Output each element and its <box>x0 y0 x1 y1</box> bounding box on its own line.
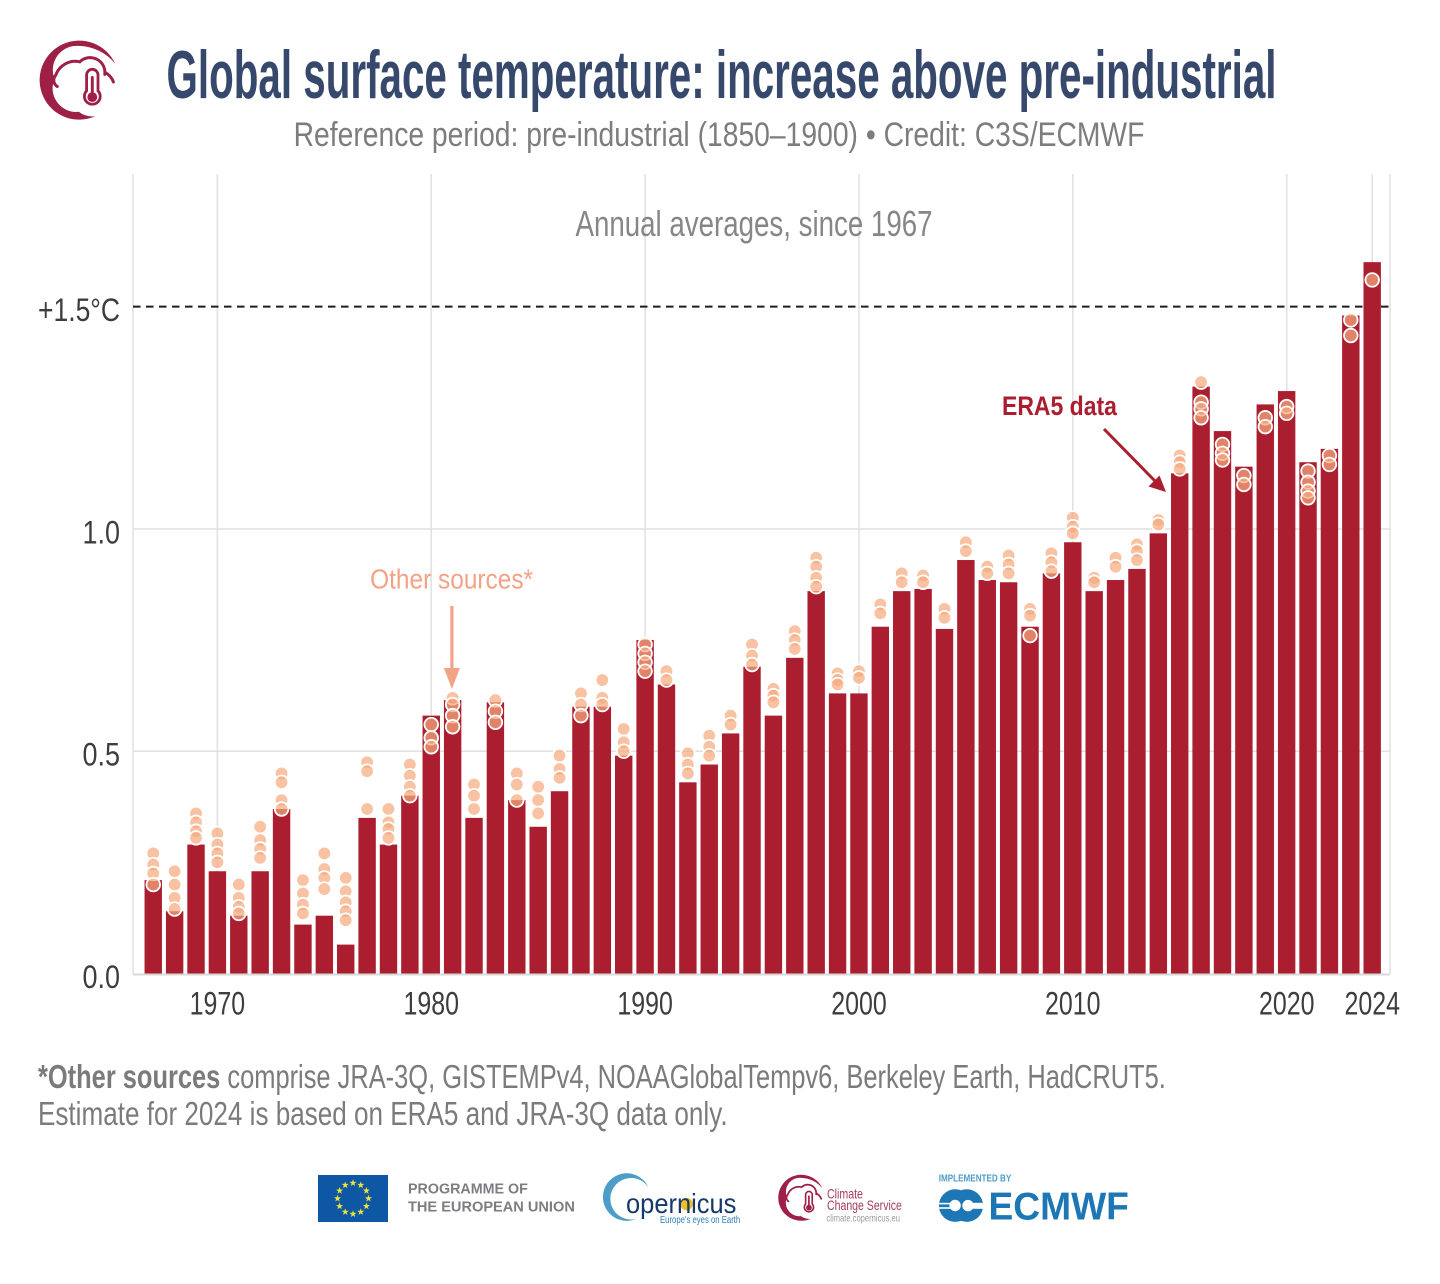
svg-text:Europe's eyes on Earth: Europe's eyes on Earth <box>660 1214 740 1225</box>
svg-text:1970: 1970 <box>190 987 245 1023</box>
svg-text:2000: 2000 <box>831 987 886 1023</box>
svg-text:2024: 2024 <box>1344 987 1400 1023</box>
svg-text:Change Service: Change Service <box>827 1198 902 1214</box>
svg-text:IMPLEMENTED BY: IMPLEMENTED BY <box>939 1171 1012 1183</box>
svg-text:0.5: 0.5 <box>83 738 120 774</box>
svg-text:1990: 1990 <box>617 987 672 1023</box>
svg-text:ERA5 data: ERA5 data <box>1002 391 1118 421</box>
svg-text:2020: 2020 <box>1259 987 1314 1023</box>
svg-text:Global surface temperature: in: Global surface temperature: increase abo… <box>167 36 1277 113</box>
svg-text:1.0: 1.0 <box>83 515 120 551</box>
svg-text:0.0: 0.0 <box>83 960 120 996</box>
svg-text:+1.5°C: +1.5°C <box>38 293 120 329</box>
svg-text:PROGRAMME OF: PROGRAMME OF <box>408 1181 528 1197</box>
svg-text:*Other sources comprise JRA-3Q: *Other sources comprise JRA-3Q, GISTEMPv… <box>38 1059 1166 1096</box>
svg-text:climate.copernicus.eu: climate.copernicus.eu <box>827 1212 900 1223</box>
svg-text:2010: 2010 <box>1045 987 1100 1023</box>
svg-text:1980: 1980 <box>403 987 458 1023</box>
svg-text:Climate: Climate <box>827 1186 863 1202</box>
svg-text:THE EUROPEAN UNION: THE EUROPEAN UNION <box>408 1199 575 1215</box>
svg-text:ECMWF: ECMWF <box>989 1186 1129 1229</box>
svg-text:Annual averages, since 1967: Annual averages, since 1967 <box>575 203 932 243</box>
svg-text:opernicus: opernicus <box>626 1188 736 1219</box>
svg-text:Other sources*: Other sources* <box>370 563 533 595</box>
svg-text:Estimate for 2024 is based on: Estimate for 2024 is based on ERA5 and J… <box>38 1096 728 1133</box>
svg-text:Reference period: pre-industri: Reference period: pre-industrial (1850–1… <box>294 115 1145 153</box>
